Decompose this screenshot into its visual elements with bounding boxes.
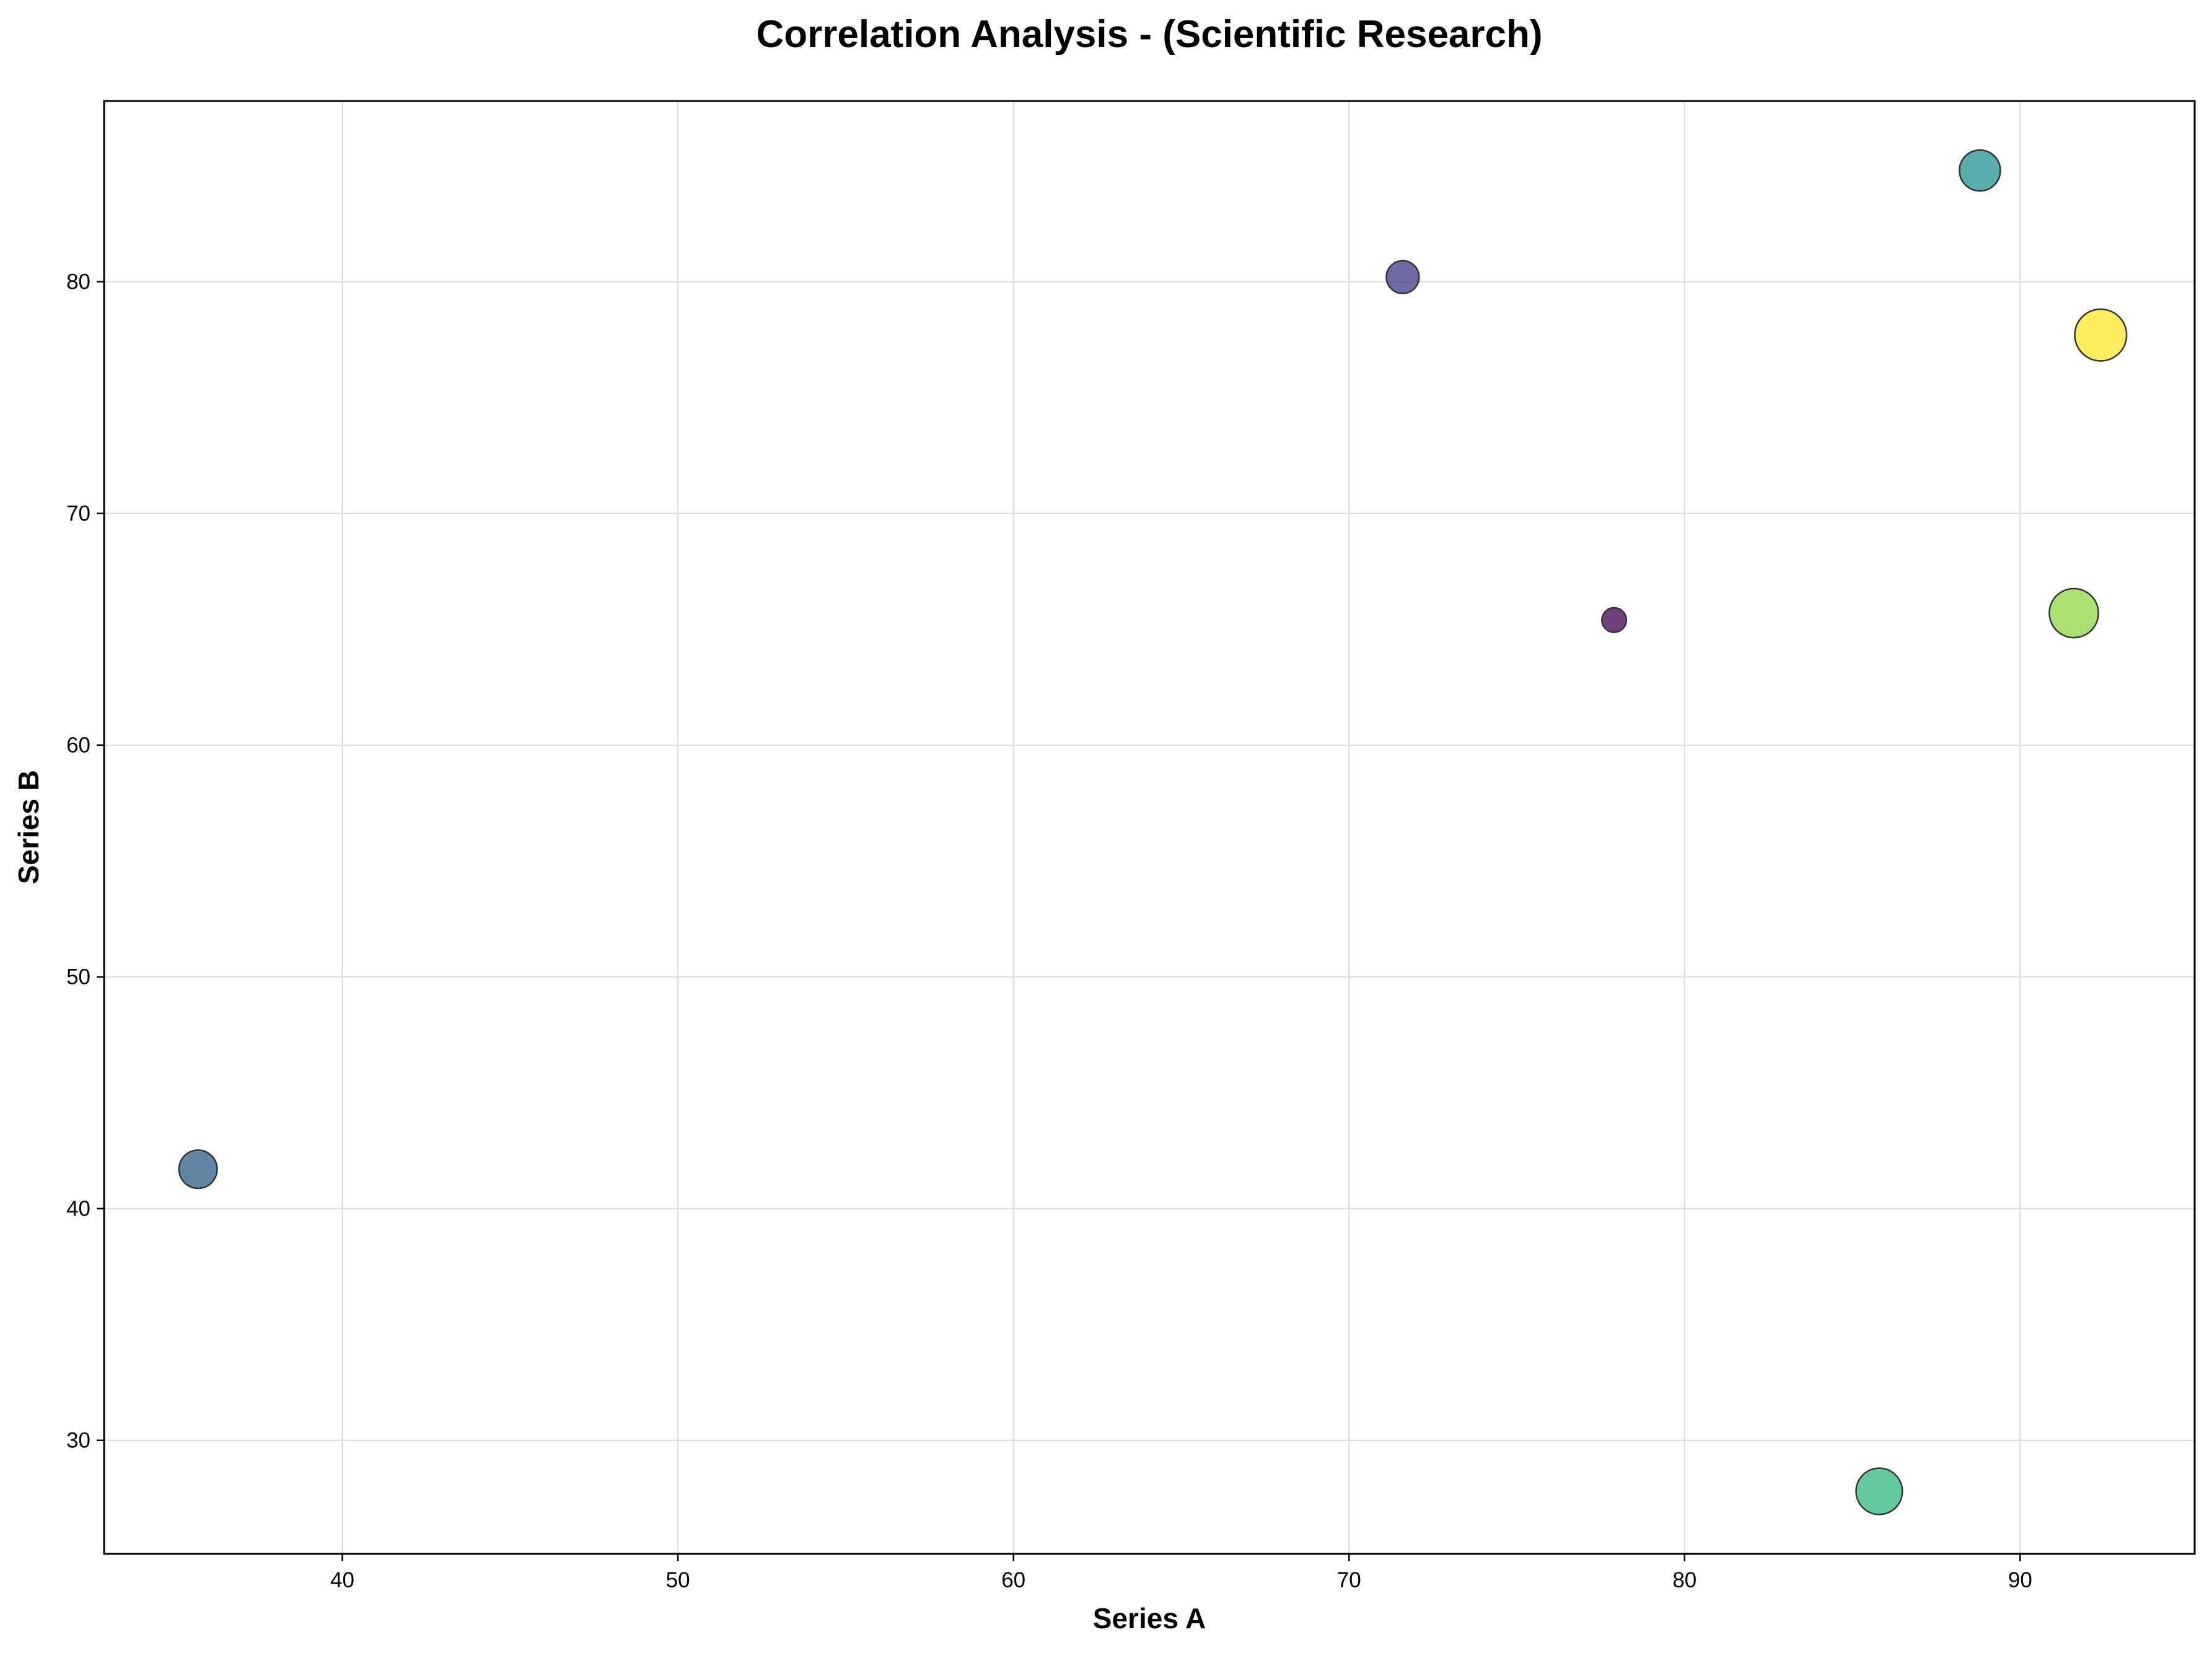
x-axis-ticks: 40 50 60 70 80 90 — [330, 1554, 2032, 1592]
scatter-point — [1601, 607, 1628, 633]
y-tick-label: 50 — [66, 965, 90, 989]
grid — [104, 101, 2195, 1554]
x-tick-label: 80 — [1672, 1568, 1696, 1592]
x-axis-label: Series A — [1093, 1602, 1206, 1634]
x-tick-label: 60 — [1001, 1568, 1025, 1592]
x-tick-label: 70 — [1337, 1568, 1361, 1592]
y-tick-label: 30 — [66, 1429, 90, 1453]
x-tick-label: 90 — [2008, 1568, 2032, 1592]
x-tick-label: 40 — [330, 1568, 354, 1592]
scatter-point — [1855, 1467, 1903, 1515]
plot-frame — [103, 100, 2196, 1555]
y-axis-ticks: 30 40 50 60 70 80 — [66, 270, 104, 1453]
chart-title: Correlation Analysis - (Scientific Resea… — [756, 13, 1542, 56]
scatter-point — [1959, 149, 2001, 192]
data-points — [178, 149, 2128, 1515]
x-tick-label: 50 — [666, 1568, 690, 1592]
y-tick-label: 60 — [66, 734, 90, 758]
scatter-point — [178, 1149, 218, 1190]
y-tick-label: 80 — [66, 270, 90, 294]
scatter-point — [1385, 260, 1420, 294]
scatter-point — [2074, 308, 2128, 362]
scatter-point — [2048, 587, 2099, 639]
y-tick-label: 40 — [66, 1197, 90, 1221]
y-tick-label: 70 — [66, 502, 90, 526]
y-axis-label: Series B — [12, 770, 45, 884]
